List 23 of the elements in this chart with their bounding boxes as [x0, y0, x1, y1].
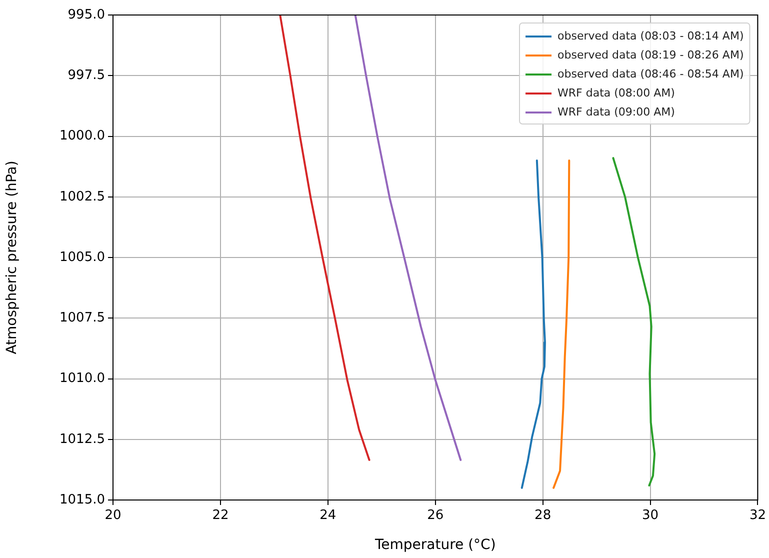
y-axis-title: Atmospheric pressure (hPa) — [4, 160, 20, 354]
y-tick-label: 1007.5 — [60, 310, 105, 326]
y-tick-label: 1000.0 — [60, 128, 105, 144]
legend-label: observed data (08:03 - 08:14 AM) — [558, 29, 744, 42]
legend-label: WRF data (09:00 AM) — [558, 105, 675, 118]
x-tick-label: 22 — [212, 508, 229, 524]
x-tick-label: 24 — [320, 508, 336, 524]
legend-label: observed data (08:19 - 08:26 AM) — [558, 48, 744, 62]
x-tick-label: 20 — [104, 508, 122, 524]
x-tick-label: 28 — [534, 508, 552, 524]
y-tick-label: 1015.0 — [60, 492, 105, 508]
legend-label: WRF data (08:00 AM) — [558, 86, 675, 100]
legend-label: observed data (08:46 - 08:54 AM) — [558, 67, 744, 80]
y-tick-label: 1002.5 — [60, 189, 105, 204]
y-tick-label: 1012.5 — [60, 432, 105, 447]
y-tick-label: 1005.0 — [60, 250, 105, 265]
x-tick-label: 26 — [427, 508, 444, 524]
y-tick-label: 1010.0 — [60, 371, 105, 386]
x-tick-label: 30 — [642, 508, 659, 524]
x-tick-label: 32 — [749, 508, 766, 524]
y-tick-label: 995.0 — [68, 7, 105, 22]
x-axis-title: Temperature (°C) — [374, 537, 496, 554]
y-tick-label: 997.5 — [68, 68, 105, 83]
